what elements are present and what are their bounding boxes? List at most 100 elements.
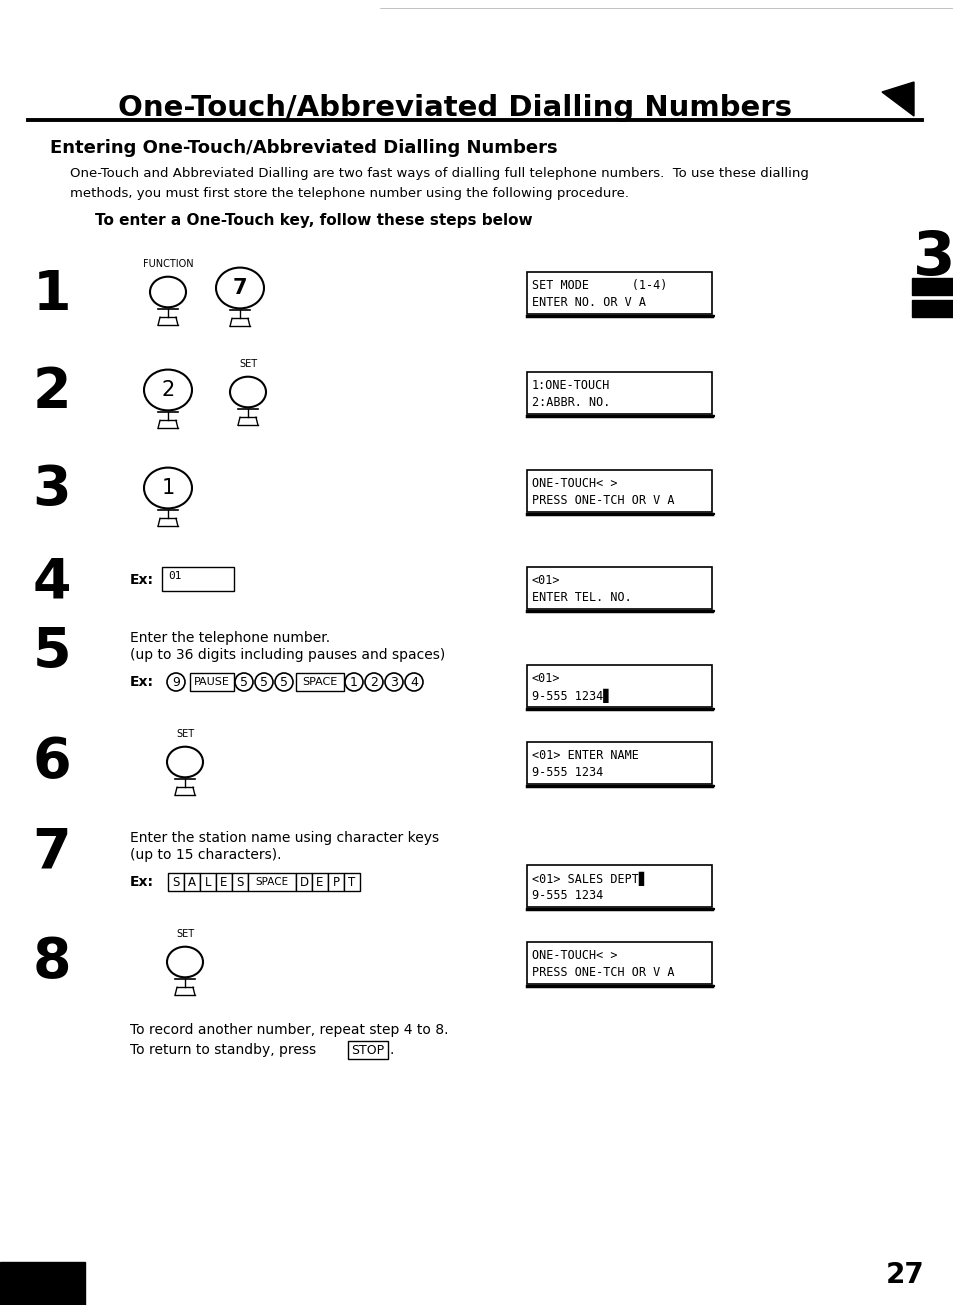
Text: <01>: <01> (532, 574, 560, 587)
Circle shape (365, 673, 382, 692)
Bar (0, 1262, 85, 1305)
Text: 2: 2 (32, 365, 71, 419)
Text: 1: 1 (161, 478, 174, 499)
Bar (526, 942, 711, 984)
Text: SET: SET (175, 929, 193, 940)
Text: L: L (205, 876, 211, 889)
Text: 2: 2 (161, 380, 174, 401)
Bar (328, 873, 344, 891)
Text: 8: 8 (32, 934, 71, 989)
Bar (526, 372, 711, 414)
Bar (526, 470, 711, 512)
Text: To enter a One-Touch key, follow these steps below: To enter a One-Touch key, follow these s… (95, 213, 532, 227)
Text: S: S (236, 876, 243, 889)
Bar (200, 873, 215, 891)
Text: ONE-TOUCH< >: ONE-TOUCH< > (532, 949, 617, 962)
Bar (232, 873, 248, 891)
Text: <01> SALES DEPT▊: <01> SALES DEPT▊ (532, 872, 645, 886)
Bar (526, 743, 711, 784)
Text: 3: 3 (390, 676, 397, 689)
Text: 5: 5 (240, 676, 248, 689)
Bar (168, 873, 184, 891)
Text: 7: 7 (32, 825, 71, 880)
Text: Entering One-Touch/Abbreviated Dialling Numbers: Entering One-Touch/Abbreviated Dialling … (50, 140, 558, 157)
Text: PAUSE: PAUSE (193, 677, 230, 686)
Ellipse shape (150, 277, 186, 307)
Bar (348, 1041, 388, 1058)
Text: ENTER TEL. NO.: ENTER TEL. NO. (532, 591, 631, 604)
Text: Enter the station name using character keys: Enter the station name using character k… (130, 831, 438, 846)
Text: 9-555 1234▊: 9-555 1234▊ (532, 689, 610, 703)
Text: 4: 4 (410, 676, 417, 689)
Bar (526, 566, 711, 609)
Text: PRESS ONE-TCH OR V A: PRESS ONE-TCH OR V A (532, 495, 674, 508)
Text: STOP: STOP (351, 1044, 384, 1057)
Text: SPACE: SPACE (302, 677, 337, 686)
Circle shape (167, 673, 185, 692)
Bar (344, 873, 359, 891)
Text: Ex:: Ex: (130, 573, 153, 587)
Text: SET: SET (238, 359, 256, 369)
Text: (up to 15 characters).: (up to 15 characters). (130, 848, 281, 863)
Circle shape (254, 673, 273, 692)
Text: (up to 36 digits including pauses and spaces): (up to 36 digits including pauses and sp… (130, 649, 445, 662)
Ellipse shape (167, 946, 203, 977)
Text: SET: SET (175, 729, 193, 739)
Text: 1:ONE-TOUCH: 1:ONE-TOUCH (532, 378, 610, 392)
Text: 5: 5 (32, 625, 71, 679)
Text: ONE-TOUCH< >: ONE-TOUCH< > (532, 478, 617, 489)
Text: 5: 5 (260, 676, 268, 689)
Circle shape (345, 673, 363, 692)
Bar (312, 873, 328, 891)
Ellipse shape (167, 746, 203, 778)
Bar (162, 566, 233, 591)
Ellipse shape (144, 467, 192, 509)
Text: E: E (220, 876, 228, 889)
Bar (526, 865, 711, 907)
Text: Ex:: Ex: (130, 874, 153, 889)
Circle shape (234, 673, 253, 692)
Text: FUNCTION: FUNCTION (143, 258, 193, 269)
Text: 1: 1 (350, 676, 357, 689)
Text: methods, you must first store the telephone number using the following procedure: methods, you must first store the teleph… (70, 187, 628, 200)
Bar (911, 300, 953, 317)
Text: 4: 4 (32, 556, 71, 609)
Bar (911, 278, 953, 295)
Text: E: E (316, 876, 323, 889)
Bar (526, 666, 711, 707)
Circle shape (274, 673, 293, 692)
Text: P: P (333, 876, 339, 889)
Text: 5: 5 (280, 676, 288, 689)
Text: One-Touch and Abbreviated Dialling are two fast ways of dialling full telephone : One-Touch and Abbreviated Dialling are t… (70, 167, 808, 180)
Text: 2: 2 (370, 676, 377, 689)
Circle shape (405, 673, 422, 692)
Text: T: T (348, 876, 355, 889)
Text: 9-555 1234: 9-555 1234 (532, 889, 602, 902)
Ellipse shape (215, 268, 264, 308)
Bar (526, 271, 711, 315)
Bar (190, 673, 233, 692)
Text: 9-555 1234: 9-555 1234 (532, 766, 602, 779)
Text: SPACE: SPACE (255, 877, 288, 887)
Text: <01>: <01> (532, 672, 560, 685)
Text: 01: 01 (168, 572, 181, 581)
Bar (248, 873, 295, 891)
Text: S: S (172, 876, 179, 889)
Text: D: D (299, 876, 308, 889)
Bar (295, 673, 344, 692)
Text: A: A (188, 876, 195, 889)
Polygon shape (882, 82, 913, 116)
Text: PRESS ONE-TCH OR V A: PRESS ONE-TCH OR V A (532, 966, 674, 979)
Text: 1: 1 (32, 268, 71, 322)
Text: <01> ENTER NAME: <01> ENTER NAME (532, 749, 639, 762)
Circle shape (385, 673, 402, 692)
Ellipse shape (144, 369, 192, 410)
Text: 6: 6 (32, 735, 71, 790)
Text: 3: 3 (32, 463, 71, 517)
Text: SET MODE      (1-4): SET MODE (1-4) (532, 279, 667, 292)
Text: Enter the telephone number.: Enter the telephone number. (130, 632, 330, 645)
Ellipse shape (230, 377, 266, 407)
Text: 2:ABBR. NO.: 2:ABBR. NO. (532, 395, 610, 408)
Text: 3: 3 (912, 228, 953, 287)
Text: .: . (390, 1043, 394, 1057)
